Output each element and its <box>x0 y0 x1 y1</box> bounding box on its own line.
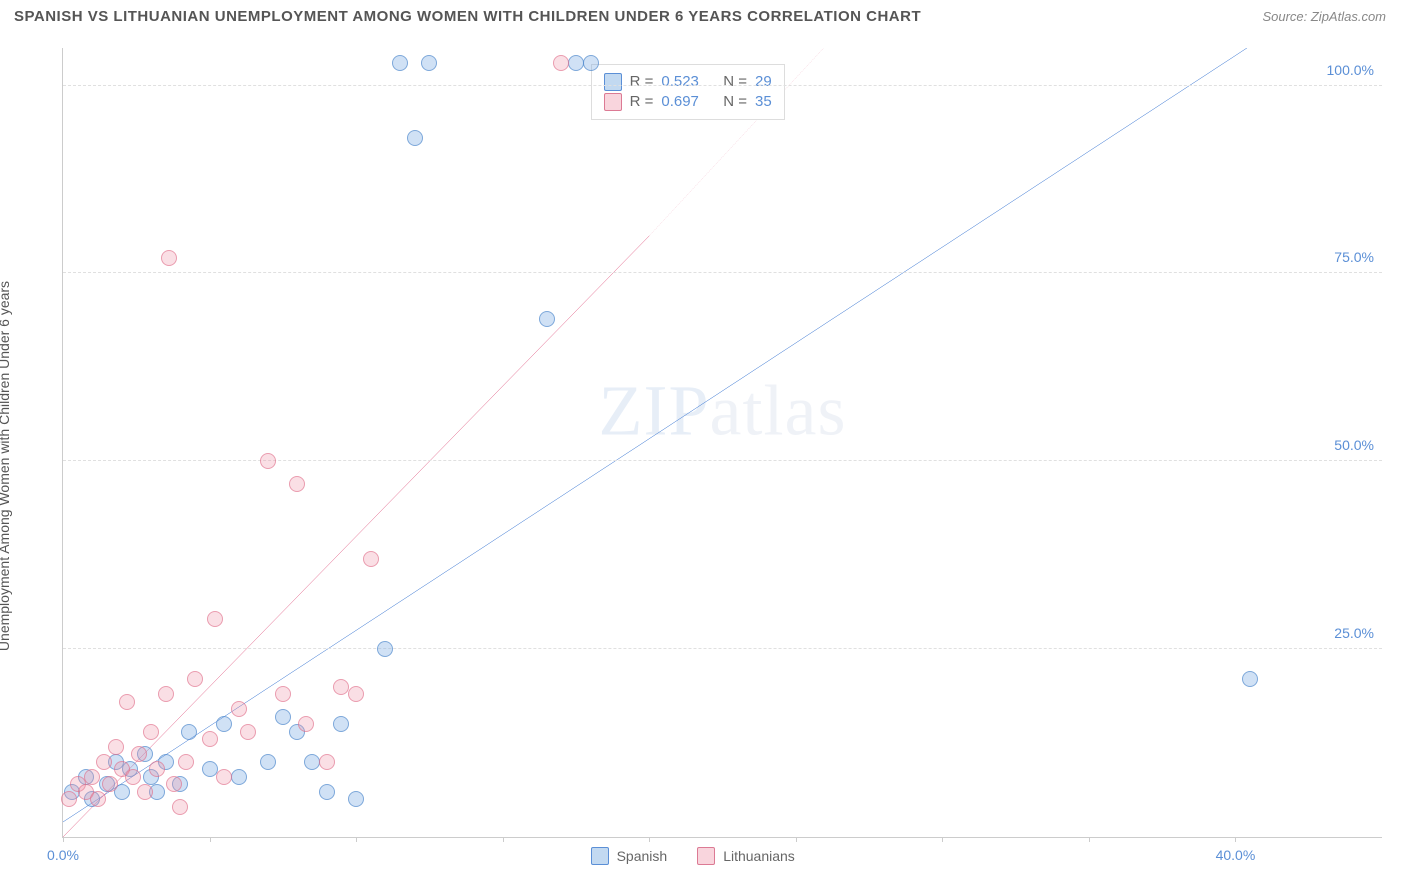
scatter-point <box>240 724 256 740</box>
legend-swatch <box>604 73 622 91</box>
scatter-point <box>216 769 232 785</box>
scatter-point <box>187 671 203 687</box>
scatter-point <box>137 784 153 800</box>
legend-swatch <box>604 93 622 111</box>
x-tick <box>942 837 943 842</box>
scatter-point <box>348 686 364 702</box>
chart-title: SPANISH VS LITHUANIAN UNEMPLOYMENT AMONG… <box>14 8 921 25</box>
gridline <box>63 85 1382 86</box>
scatter-point <box>96 754 112 770</box>
r-value: 0.523 <box>661 73 699 90</box>
trendlines-svg <box>63 48 1382 837</box>
x-tick <box>1235 837 1236 842</box>
x-tick <box>356 837 357 842</box>
scatter-point <box>407 130 423 146</box>
scatter-point <box>260 754 276 770</box>
legend-item: Lithuanians <box>697 847 795 865</box>
scatter-point <box>319 754 335 770</box>
scatter-point <box>125 769 141 785</box>
n-value: 29 <box>755 73 772 90</box>
stat-row: R = 0.523 N = 29 <box>604 73 772 91</box>
n-label: N = <box>723 93 747 110</box>
scatter-point <box>158 686 174 702</box>
correlation-stats-box: R = 0.523 N = 29 R = 0.697 N = 35 <box>591 64 785 120</box>
legend-swatch <box>697 847 715 865</box>
scatter-point <box>143 724 159 740</box>
scatter-point <box>304 754 320 770</box>
scatter-point <box>207 611 223 627</box>
x-tick-label: 0.0% <box>47 847 79 863</box>
scatter-point <box>348 791 364 807</box>
scatter-point <box>90 791 106 807</box>
n-label: N = <box>723 73 747 90</box>
scatter-point <box>202 761 218 777</box>
x-tick <box>649 837 650 842</box>
scatter-point <box>178 754 194 770</box>
scatter-point <box>119 694 135 710</box>
scatter-point <box>161 250 177 266</box>
y-tick-label: 25.0% <box>1334 625 1374 641</box>
scatter-point <box>149 761 165 777</box>
scatter-point <box>333 679 349 695</box>
x-tick <box>63 837 64 842</box>
legend-label: Lithuanians <box>723 848 795 864</box>
scatter-point <box>583 55 599 71</box>
scatter-point <box>108 739 124 755</box>
legend-label: Spanish <box>617 848 668 864</box>
scatter-point <box>289 476 305 492</box>
scatter-point <box>216 716 232 732</box>
y-tick-label: 75.0% <box>1334 249 1374 265</box>
scatter-point <box>260 453 276 469</box>
scatter-point <box>181 724 197 740</box>
legend-swatch <box>591 847 609 865</box>
scatter-point <box>539 311 555 327</box>
scatter-point <box>202 731 218 747</box>
watermark: ZIPatlas <box>599 369 847 452</box>
legend-bottom: Spanish Lithuanians <box>591 847 795 865</box>
plot-area: ZIPatlas R =0.523 N =29R =0.697 N =35 Sp… <box>62 48 1382 838</box>
x-tick <box>796 837 797 842</box>
scatter-point <box>84 769 100 785</box>
scatter-point <box>172 799 188 815</box>
r-label: R = <box>630 73 654 90</box>
scatter-point <box>568 55 584 71</box>
scatter-point <box>1242 671 1258 687</box>
n-value: 35 <box>755 93 772 110</box>
r-value: 0.697 <box>661 93 699 110</box>
scatter-point <box>553 55 569 71</box>
scatter-point <box>392 55 408 71</box>
scatter-point <box>333 716 349 732</box>
x-tick <box>1089 837 1090 842</box>
y-axis-label: Unemployment Among Women with Children U… <box>0 281 12 651</box>
scatter-point <box>377 641 393 657</box>
y-tick-label: 50.0% <box>1334 437 1374 453</box>
scatter-point <box>319 784 335 800</box>
chart-container: Unemployment Among Women with Children U… <box>14 38 1392 878</box>
scatter-point <box>231 701 247 717</box>
x-tick <box>503 837 504 842</box>
scatter-point <box>131 746 147 762</box>
stat-row: R = 0.697 N = 35 <box>604 93 772 111</box>
scatter-point <box>102 776 118 792</box>
x-tick-label: 40.0% <box>1216 847 1256 863</box>
trendline <box>63 236 649 837</box>
scatter-point <box>275 686 291 702</box>
scatter-point <box>363 551 379 567</box>
r-label: R = <box>630 93 654 110</box>
scatter-point <box>421 55 437 71</box>
source-label: Source: ZipAtlas.com <box>1262 9 1386 24</box>
scatter-point <box>231 769 247 785</box>
legend-item: Spanish <box>591 847 668 865</box>
scatter-point <box>61 791 77 807</box>
scatter-point <box>275 709 291 725</box>
x-tick <box>210 837 211 842</box>
scatter-point <box>166 776 182 792</box>
gridline <box>63 272 1382 273</box>
y-tick-label: 100.0% <box>1327 62 1374 78</box>
gridline <box>63 648 1382 649</box>
scatter-point <box>298 716 314 732</box>
